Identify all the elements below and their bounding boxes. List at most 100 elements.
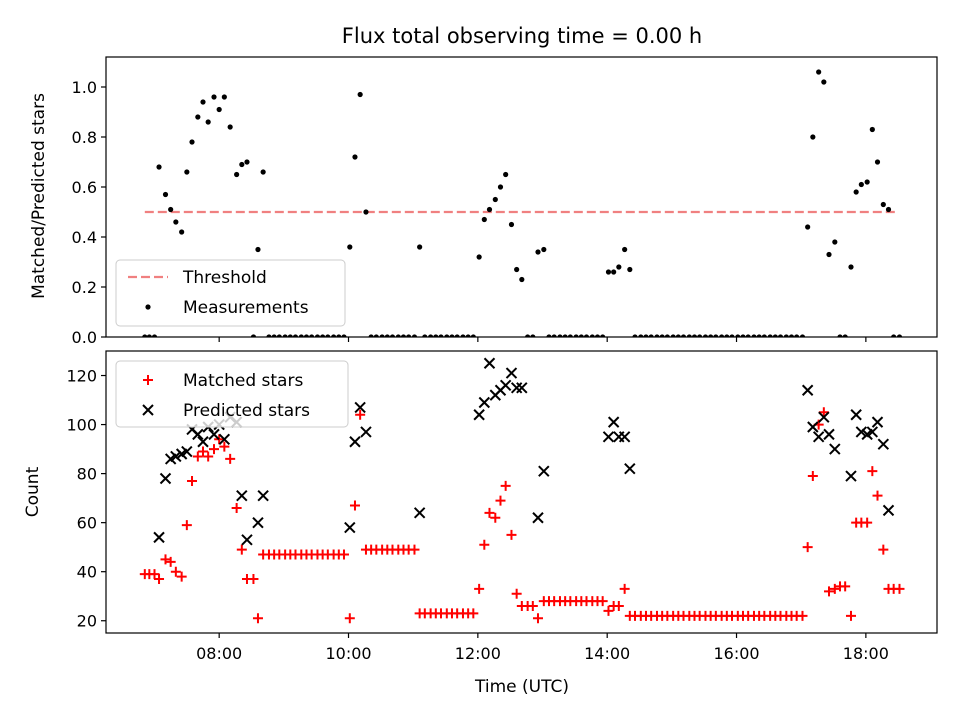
x-tick-label: 12:00 bbox=[455, 644, 501, 663]
marker-measurements bbox=[347, 244, 353, 250]
marker-measurements bbox=[189, 139, 195, 145]
marker-matched-stars bbox=[527, 601, 538, 612]
marker-predicted-stars bbox=[538, 465, 550, 477]
marker-matched-stars bbox=[878, 544, 889, 555]
marker-measurements bbox=[460, 334, 466, 337]
marker-measurements bbox=[514, 266, 520, 273]
marker-measurements bbox=[708, 334, 714, 337]
marker-matched-stars bbox=[479, 539, 490, 550]
marker-matched-stars bbox=[165, 556, 176, 567]
marker-measurements bbox=[400, 334, 407, 337]
marker-matched-stars bbox=[474, 583, 485, 594]
marker-matched-stars bbox=[619, 583, 630, 594]
marker-measurements bbox=[292, 334, 299, 337]
marker-measurements bbox=[303, 334, 310, 337]
marker-measurements bbox=[783, 334, 789, 337]
marker-measurements bbox=[805, 224, 811, 230]
marker-measurements bbox=[260, 169, 266, 175]
marker-measurements bbox=[244, 159, 250, 165]
marker-predicted-stars bbox=[252, 516, 264, 529]
marker-predicted-stars bbox=[850, 409, 862, 421]
marker-matched-stars bbox=[192, 451, 203, 462]
marker-measurements bbox=[756, 334, 762, 337]
marker-measurements bbox=[250, 334, 257, 337]
marker-measurements bbox=[341, 334, 347, 337]
marker-predicted-stars bbox=[818, 411, 830, 423]
marker-measurements bbox=[740, 334, 746, 337]
marker-predicted-stars bbox=[624, 462, 636, 475]
y-tick-label: 1.0 bbox=[72, 78, 97, 97]
marker-matched-stars bbox=[797, 610, 808, 621]
marker-measurements bbox=[713, 334, 719, 337]
marker-predicted-stars bbox=[349, 436, 361, 448]
marker-measurements bbox=[761, 334, 767, 337]
marker-matched-stars bbox=[807, 471, 818, 482]
marker-measurements bbox=[221, 94, 227, 100]
marker-measurements bbox=[643, 334, 649, 337]
marker-measurements bbox=[492, 196, 498, 203]
marker-measurements bbox=[654, 334, 660, 337]
marker-measurements bbox=[503, 171, 509, 178]
x-tick-label: 08:00 bbox=[196, 644, 242, 663]
marker-matched-stars bbox=[500, 480, 511, 491]
marker-measurements bbox=[848, 264, 854, 270]
top-legend: Threshold Measurements bbox=[115, 259, 346, 327]
marker-measurements bbox=[168, 206, 174, 213]
marker-matched-stars bbox=[862, 517, 873, 528]
marker-matched-stars bbox=[176, 571, 187, 582]
axes-frame bbox=[105, 56, 938, 338]
marker-measurements bbox=[411, 334, 418, 337]
marker-matched-stars bbox=[506, 529, 517, 540]
marker-measurements bbox=[891, 334, 897, 337]
marker-measurements bbox=[331, 334, 337, 337]
marker-predicted-stars bbox=[153, 531, 165, 544]
marker-measurements bbox=[216, 106, 222, 113]
marker-measurements bbox=[853, 189, 859, 195]
y-tick-label: 0.2 bbox=[72, 278, 97, 297]
marker-predicted-stars bbox=[344, 521, 356, 534]
marker-predicted-stars bbox=[532, 512, 544, 524]
marker-predicted-stars bbox=[845, 470, 857, 482]
legend-measurements-swatch bbox=[145, 304, 151, 310]
marker-predicted-stars bbox=[829, 443, 841, 455]
marker-measurements bbox=[211, 94, 217, 100]
marker-measurements bbox=[605, 269, 612, 275]
marker-measurements bbox=[525, 334, 531, 337]
legend-matched-swatch bbox=[143, 375, 153, 385]
marker-measurements bbox=[567, 334, 573, 337]
marker-measurements bbox=[751, 334, 757, 337]
marker-measurements bbox=[438, 334, 444, 337]
marker-measurements bbox=[444, 334, 450, 337]
marker-measurements bbox=[234, 171, 240, 178]
marker-measurements bbox=[600, 334, 606, 337]
marker-measurements bbox=[638, 334, 644, 337]
marker-measurements bbox=[799, 334, 806, 337]
marker-measurements bbox=[864, 179, 870, 185]
marker-measurements bbox=[373, 334, 379, 337]
y-tick-label: 60 bbox=[77, 514, 97, 533]
marker-measurements bbox=[406, 334, 412, 337]
marker-matched-stars bbox=[867, 466, 878, 477]
top-axes: 0.0 0.2 0.4 0.6 0.8 1.0 Matched/Predicted sta… bbox=[29, 56, 938, 347]
marker-predicted-stars bbox=[516, 382, 528, 394]
marker-measurements bbox=[287, 334, 293, 337]
marker-predicted-stars bbox=[208, 428, 220, 441]
marker-measurements bbox=[497, 184, 504, 190]
marker-measurements bbox=[885, 206, 892, 213]
marker-measurements bbox=[519, 276, 525, 283]
top-y-axis-label: Matched/Predicted stars bbox=[29, 93, 49, 299]
marker-predicted-stars bbox=[257, 489, 269, 502]
y-tick-label: 100 bbox=[66, 416, 97, 435]
marker-matched-stars bbox=[894, 583, 905, 594]
marker-measurements bbox=[454, 334, 460, 337]
marker-measurements bbox=[691, 334, 698, 337]
marker-measurements bbox=[675, 334, 681, 337]
marker-measurements bbox=[266, 334, 272, 337]
marker-predicted-stars bbox=[801, 384, 814, 396]
marker-matched-stars bbox=[603, 605, 614, 616]
marker-measurements bbox=[659, 334, 665, 337]
marker-matched-stars bbox=[355, 409, 366, 420]
marker-measurements bbox=[896, 334, 903, 337]
bottom-axes: 20 40 60 80 100 120 08:00 10:00 12:00 14:00 16:00 1… bbox=[23, 350, 938, 663]
